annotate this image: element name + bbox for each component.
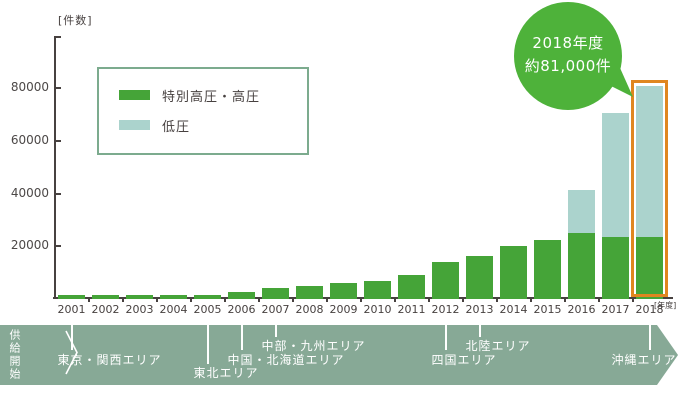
x-tick-label-2008: 2008	[295, 303, 324, 316]
timeline-label-2006: 中国・北海道エリア	[227, 352, 345, 367]
timeline-label-2007: 中部・九州エリア	[261, 339, 366, 353]
x-tick-label-2002: 2002	[91, 303, 120, 316]
x-axis-tick	[155, 299, 158, 302]
x-tick-label-2010: 2010	[363, 303, 392, 316]
x-axis-tick	[189, 299, 192, 302]
bar-2017-high-voltage	[602, 237, 629, 299]
timeline-label-2013: 北陸エリア	[465, 339, 531, 353]
x-tick-label-2017: 2017	[601, 303, 630, 316]
bar-2016-high-voltage	[568, 233, 595, 299]
x-tick-label-2016: 2016	[567, 303, 596, 316]
x-tick-label-2015: 2015	[533, 303, 562, 316]
legend-item-high-voltage: 特別高圧・高圧	[119, 88, 307, 105]
bar-2004-high-voltage	[160, 294, 187, 299]
y-axis-top-tick	[56, 36, 61, 38]
legend-item-low-voltage: 低圧	[119, 118, 307, 135]
legend-swatch-low-voltage	[119, 120, 150, 130]
y-tick-80000	[56, 87, 61, 90]
x-axis-tick	[427, 299, 430, 302]
x-tick-label-2012: 2012	[431, 303, 460, 316]
x-axis-tick	[223, 299, 226, 302]
bar-2017-low-voltage	[602, 113, 629, 238]
x-tick-label-2005: 2005	[193, 303, 222, 316]
legend-swatch-high-voltage	[119, 90, 150, 100]
timeline-tick-2007	[274, 325, 277, 337]
supply-start-timeline-band	[0, 325, 678, 385]
bar-2018-low-voltage	[636, 85, 663, 238]
x-axis-tick	[529, 299, 532, 302]
bar-2009-high-voltage	[330, 283, 357, 299]
x-tick-label-2013: 2013	[465, 303, 494, 316]
x-axis-tick	[563, 299, 566, 302]
x-axis-tick	[631, 299, 634, 302]
bar-2006-high-voltage	[228, 291, 255, 299]
y-tick-60000	[56, 139, 61, 142]
x-axis-tick	[325, 299, 328, 302]
x-tick-label-2018: 2018	[635, 303, 664, 316]
x-axis-tick	[393, 299, 396, 302]
y-axis-unit-label: [件数]	[58, 14, 93, 27]
x-axis-tick	[257, 299, 260, 302]
bar-2008-high-voltage	[296, 286, 323, 299]
y-axis	[54, 36, 56, 299]
x-tick-label-2014: 2014	[499, 303, 528, 316]
y-tick-label-80000: 80000	[10, 80, 49, 95]
callout-line1: 2018年度	[532, 34, 604, 52]
timeline-label-2001: 東京・関西エリア	[57, 352, 162, 367]
legend: 特別高圧・高圧 低圧	[97, 67, 309, 155]
bar-2018-high-voltage	[636, 237, 663, 299]
x-axis-tick	[461, 299, 464, 302]
legend-label-low-voltage: 低圧	[162, 119, 191, 135]
timeline-tick-2012	[444, 325, 447, 350]
y-tick-40000	[56, 192, 61, 195]
x-axis-tick	[291, 299, 294, 302]
bar-2002-high-voltage	[92, 295, 119, 299]
callout-annotation: 2018年度 約81,000件	[506, 32, 630, 78]
bar-2012-high-voltage	[432, 262, 459, 299]
x-tick-label-2003: 2003	[125, 303, 154, 316]
timeline-tick-2001	[70, 325, 73, 350]
timeline-tick-2013	[478, 325, 481, 337]
x-tick-label-2009: 2009	[329, 303, 358, 316]
x-axis-tick	[597, 299, 600, 302]
x-axis-tick	[495, 299, 498, 302]
bar-2014-high-voltage	[500, 245, 527, 299]
timeline-tick-2018	[648, 325, 651, 350]
x-tick-label-2004: 2004	[159, 303, 188, 316]
timeline-tick-2006	[240, 325, 243, 350]
x-axis-tick	[359, 299, 362, 302]
y-tick-label-60000: 60000	[10, 132, 49, 147]
y-tick-20000	[56, 245, 61, 248]
timeline-start-label: 供給開始	[8, 329, 21, 381]
timeline-label-2018: 沖縄エリア	[611, 352, 677, 367]
x-tick-label-2001: 2001	[57, 303, 86, 316]
y-tick-label-40000: 40000	[10, 185, 49, 200]
legend-label-high-voltage: 特別高圧・高圧	[162, 89, 261, 105]
bar-2003-high-voltage	[126, 295, 153, 299]
bar-2016-low-voltage	[568, 189, 595, 234]
callout-line2: 約81,000件	[524, 57, 612, 75]
y-tick-label-20000: 20000	[10, 238, 49, 253]
x-axis-unit-label: [年度]	[654, 301, 677, 310]
x-axis	[53, 297, 673, 299]
bar-2011-high-voltage	[398, 275, 425, 299]
bar-2010-high-voltage	[364, 280, 391, 299]
bar-2005-high-voltage	[194, 294, 221, 299]
timeline-label-2012: 四国エリア	[431, 352, 497, 367]
bar-2001-high-voltage	[58, 295, 85, 299]
x-axis-tick	[87, 299, 90, 302]
x-tick-label-2007: 2007	[261, 303, 290, 316]
timeline-tick-2005	[206, 325, 209, 364]
x-tick-label-2006: 2006	[227, 303, 256, 316]
bar-2015-high-voltage	[534, 240, 561, 299]
x-axis-tick	[121, 299, 124, 302]
bar-2007-high-voltage	[262, 287, 289, 299]
highlight-box-2018	[631, 79, 668, 297]
x-tick-label-2011: 2011	[397, 303, 426, 316]
timeline-label-2005: 東北エリア	[193, 366, 259, 380]
bar-2013-high-voltage	[466, 255, 493, 299]
